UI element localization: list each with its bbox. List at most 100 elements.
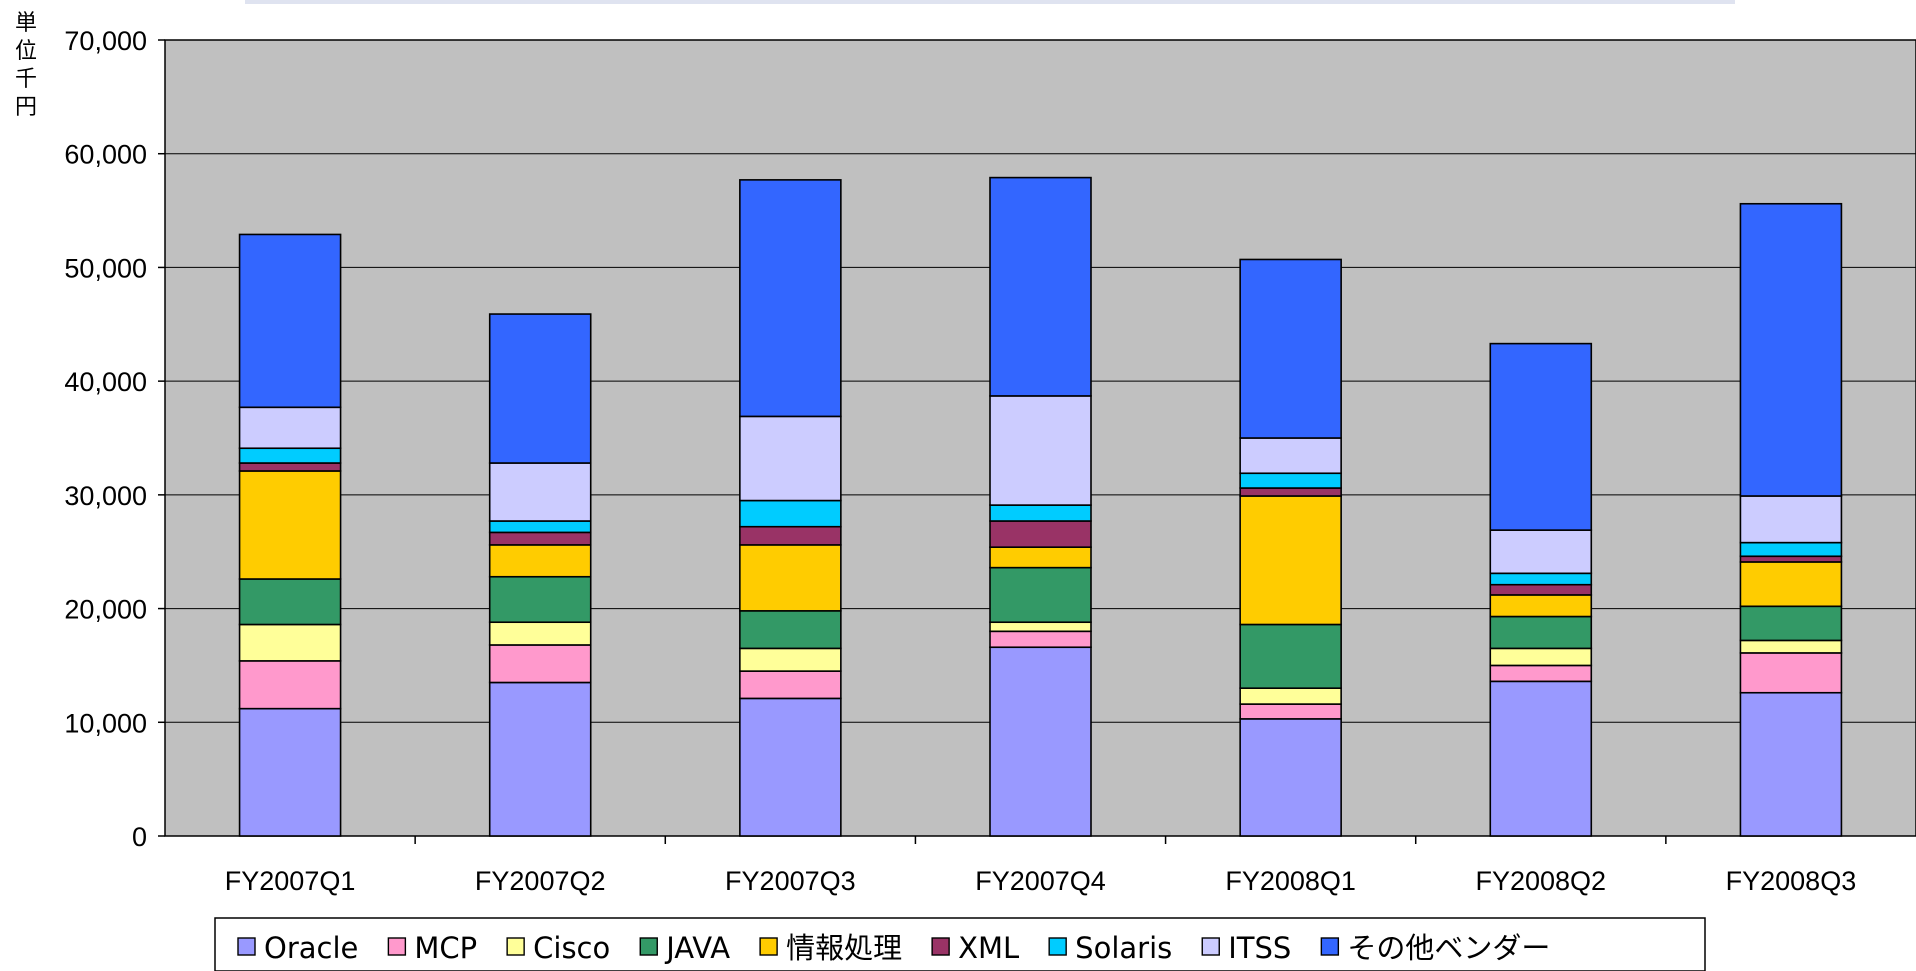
- bar-segment: [1239, 472, 1342, 489]
- bar-segment: [739, 179, 842, 418]
- x-tick-label: FY2007Q2: [475, 866, 606, 896]
- y-tick-label: 10,000: [64, 708, 147, 738]
- y-axis-label-char: 円: [15, 95, 37, 120]
- bar-segment: [989, 546, 1092, 569]
- bar-segment: [238, 623, 342, 662]
- legend-swatch: [931, 937, 950, 956]
- y-tick-label: 70,000: [64, 26, 147, 56]
- x-tick-label: FY2007Q3: [725, 866, 856, 896]
- y-axis-label-char: 単: [15, 11, 37, 36]
- bar-segment: [238, 447, 342, 464]
- y-axis-label-char: 位: [15, 39, 37, 64]
- bar-segment: [238, 578, 342, 626]
- bar-segment: [488, 575, 592, 624]
- bar-segment: [238, 470, 342, 580]
- bar-segment: [1489, 594, 1593, 618]
- legend-label: 情報処理: [786, 931, 902, 965]
- bar-segment: [989, 646, 1092, 837]
- legend-swatch: [1201, 937, 1220, 956]
- bar-segment: [488, 520, 592, 534]
- y-axis-tick-labels: 0 10,000 20,000 30,000 40,000 50,000 60,000 70,…: [64, 26, 147, 852]
- bar-segment: [989, 621, 1092, 633]
- title-strip: [245, 0, 1735, 4]
- legend-items: Oracle MCP Cisco JAVA 情報処理 XML Solaris ITSS その他ベ…: [237, 931, 1550, 965]
- legend-swatch: [1320, 937, 1340, 956]
- bar-segment: [1489, 583, 1593, 596]
- bar-segment: [1489, 342, 1593, 531]
- bar-segment: [739, 415, 842, 502]
- bar-segment: [238, 660, 342, 710]
- bar-segment: [739, 544, 842, 612]
- bar-stack-fy2008q2: [1489, 342, 1593, 837]
- bar-segment: [1739, 202, 1843, 497]
- bar-segment: [1489, 572, 1593, 586]
- x-tick-label: FY2008Q2: [1475, 866, 1606, 896]
- bar-segment: [1239, 487, 1342, 497]
- x-tick-label: FY2007Q4: [975, 866, 1106, 896]
- bar-stack-fy2007q1: [238, 233, 342, 837]
- bar-segment: [488, 531, 592, 546]
- y-tick-label: 0: [132, 822, 147, 852]
- bar-stack-fy2008q1: [1239, 258, 1342, 837]
- bar-stack-fy2007q4: [989, 176, 1092, 837]
- legend-label: Cisco: [533, 931, 610, 965]
- legend-swatch: [387, 937, 407, 956]
- legend-label: その他ベンダー: [1347, 931, 1550, 965]
- bar-segment: [488, 462, 592, 522]
- bar-stacks: [238, 176, 1843, 837]
- bar-segment: [238, 233, 342, 409]
- bar-segment: [1239, 623, 1342, 689]
- bar-segment: [1739, 605, 1843, 642]
- y-axis-label-char: 千: [15, 67, 37, 92]
- bar-segment: [1239, 437, 1342, 475]
- legend-item: Oracle: [237, 931, 358, 965]
- legend: Oracle MCP Cisco JAVA 情報処理 XML Solaris ITSS その他ベ…: [214, 917, 1706, 971]
- plot-area: [158, 39, 1916, 844]
- legend-swatch: [639, 937, 658, 956]
- bar-segment: [1739, 541, 1843, 558]
- bar-segment: [1239, 718, 1342, 837]
- legend-swatch: [1048, 937, 1067, 956]
- legend-item: XML: [931, 931, 1019, 965]
- bar-segment: [488, 644, 592, 684]
- legend-item: 情報処理: [759, 931, 902, 965]
- bar-segment: [989, 176, 1092, 397]
- bar-segment: [989, 504, 1092, 522]
- bar-segment: [488, 681, 592, 837]
- legend-label: MCP: [414, 931, 477, 965]
- bar-segment: [1239, 687, 1342, 705]
- bar-segment: [1739, 639, 1843, 654]
- legend-label: XML: [958, 931, 1019, 965]
- bar-segment: [739, 670, 842, 700]
- legend-label: Solaris: [1075, 931, 1172, 965]
- y-tick-label: 40,000: [64, 367, 147, 397]
- legend-item: MCP: [387, 931, 477, 965]
- bar-segment: [989, 630, 1092, 649]
- legend-label: Oracle: [264, 931, 358, 965]
- y-tick-label: 20,000: [64, 595, 147, 625]
- bar-segment: [989, 520, 1092, 548]
- bar-segment: [1489, 664, 1593, 683]
- y-tick-label: 30,000: [64, 481, 147, 511]
- y-tick-label: 60,000: [64, 140, 147, 170]
- bar-segment: [238, 462, 342, 472]
- legend-item: Solaris: [1048, 931, 1172, 965]
- legend-item: ITSS: [1201, 931, 1291, 965]
- y-tick-label: 50,000: [64, 253, 147, 283]
- legend-box: [214, 917, 1706, 971]
- bar-stack-fy2008q3: [1739, 202, 1843, 837]
- legend-item: JAVA: [639, 931, 730, 965]
- bar-segment: [739, 525, 842, 546]
- bar-segment: [739, 610, 842, 650]
- bar-segment: [1489, 647, 1593, 667]
- bar-segment: [488, 544, 592, 578]
- bar-segment: [488, 313, 592, 464]
- bar-segment: [238, 707, 342, 837]
- bar-segment: [1239, 703, 1342, 720]
- bar-segment: [1739, 652, 1843, 694]
- legend-item: Cisco: [506, 931, 610, 965]
- x-axis-ticks: [414, 836, 1667, 844]
- bar-segment: [1239, 495, 1342, 626]
- bar-segment: [739, 697, 842, 837]
- bar-segment: [1489, 615, 1593, 650]
